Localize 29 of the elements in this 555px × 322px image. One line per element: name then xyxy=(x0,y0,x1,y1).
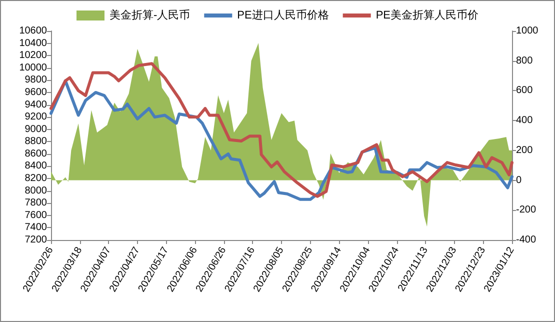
y2-tick-label: -200 xyxy=(516,204,536,216)
y-tick-label: 9000 xyxy=(24,124,48,135)
y2-tick-label: 0 xyxy=(516,174,522,186)
y-tick-label: 7400 xyxy=(24,222,48,234)
y-tick-label: 8600 xyxy=(24,148,48,160)
y-tick-label: 9400 xyxy=(24,99,48,110)
y-tick-label: 9200 xyxy=(24,112,48,123)
y-tick-label: 8800 xyxy=(24,136,48,148)
y2-tick-label: 400 xyxy=(516,115,534,126)
y-tick-label: 8400 xyxy=(24,160,48,172)
y-tick-label: 7200 xyxy=(24,234,48,246)
y-tick-label: 7800 xyxy=(24,198,48,209)
y-tick-label: 8000 xyxy=(24,185,48,196)
y-tick-label: 9800 xyxy=(24,74,48,86)
y2-tick-label: 600 xyxy=(516,85,534,96)
legend-label: PE进口人民币价格 xyxy=(237,8,329,22)
y-tick-label: 7600 xyxy=(24,210,48,221)
y2-tick-label: 200 xyxy=(516,144,534,156)
y-tick-label: 10400 xyxy=(19,38,48,49)
y-tick-label: 10000 xyxy=(19,62,48,74)
y2-tick-label: -400 xyxy=(516,234,536,246)
y-tick-label: 10600 xyxy=(19,26,48,36)
y-tick-label: 9600 xyxy=(24,86,48,98)
y-tick-label: 10200 xyxy=(19,50,48,62)
legend-label: PE美金折算人民币价 xyxy=(376,8,479,22)
y-tick-label: 8200 xyxy=(24,173,48,184)
y2-tick-label: 1000 xyxy=(516,26,539,36)
y2-tick-label: 800 xyxy=(516,55,534,66)
legend-label: 美金折算-人民币 xyxy=(109,8,190,22)
